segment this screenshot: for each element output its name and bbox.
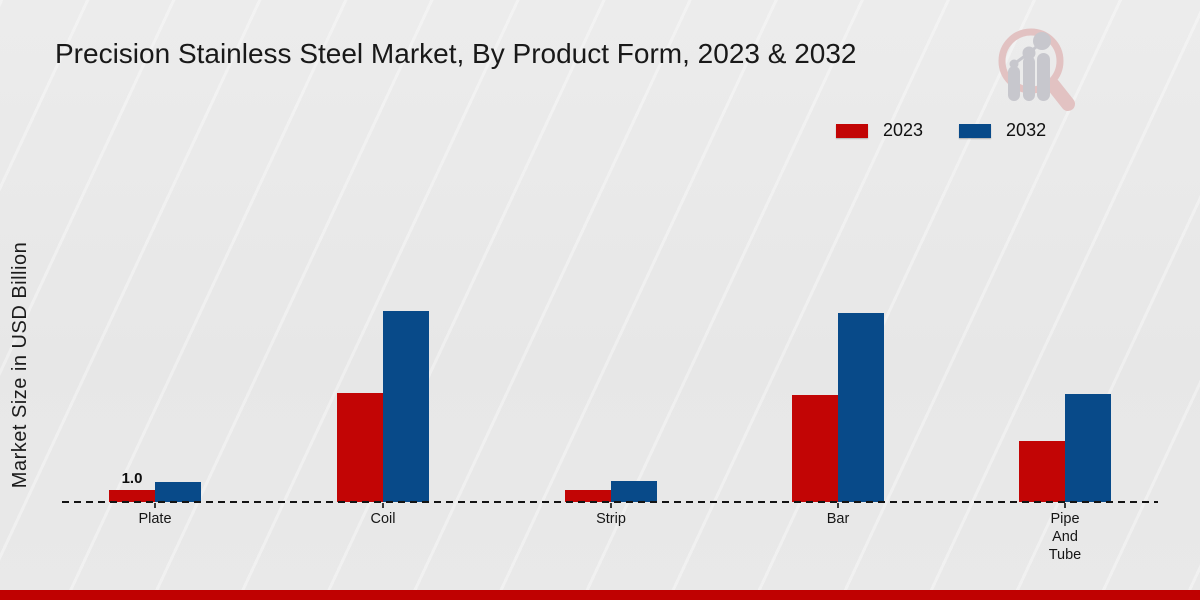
category-label-pipe-and-tube: Pipe And Tube [1048,511,1082,563]
bar-2023-coil [337,393,383,502]
legend-label-2023: 2023 [883,120,924,140]
legend-label-2032: 2032 [1006,120,1047,140]
legend-swatch-2023 [836,123,868,138]
bar-2032-plate [155,482,201,502]
bar-2032-strip [611,481,657,502]
x-axis-tick [382,503,384,508]
x-axis-tick [610,503,612,508]
legend-item-2032: 2032 [959,120,1046,141]
x-axis-tick [1064,503,1066,508]
bar-2023-pipe-and-tube [1019,441,1065,502]
legend: 2023 2032 [836,120,1046,141]
category-label-coil: Coil [370,511,396,527]
magnifier-bar-chart-logo-icon [993,26,1093,118]
x-axis-tick [154,503,156,508]
bar-2032-pipe-and-tube [1065,394,1111,502]
x-axis-line [62,501,1158,503]
bar-2023-bar [792,395,838,502]
legend-swatch-2032 [959,123,992,138]
category-label-plate: Plate [138,511,172,527]
category-label-bar: Bar [826,511,850,527]
x-axis-tick [837,503,839,508]
bar-2032-coil [383,311,429,502]
bar-2023-plate [109,490,155,502]
category-label-strip: Strip [596,511,626,527]
bar-2032-bar [838,313,884,502]
value-label: 1.0 [121,470,143,487]
footer-accent-bar [0,590,1200,600]
legend-item-2023: 2023 [836,120,923,141]
chart-title: Precision Stainless Steel Market, By Pro… [55,38,857,69]
bar-2023-strip [565,490,611,502]
